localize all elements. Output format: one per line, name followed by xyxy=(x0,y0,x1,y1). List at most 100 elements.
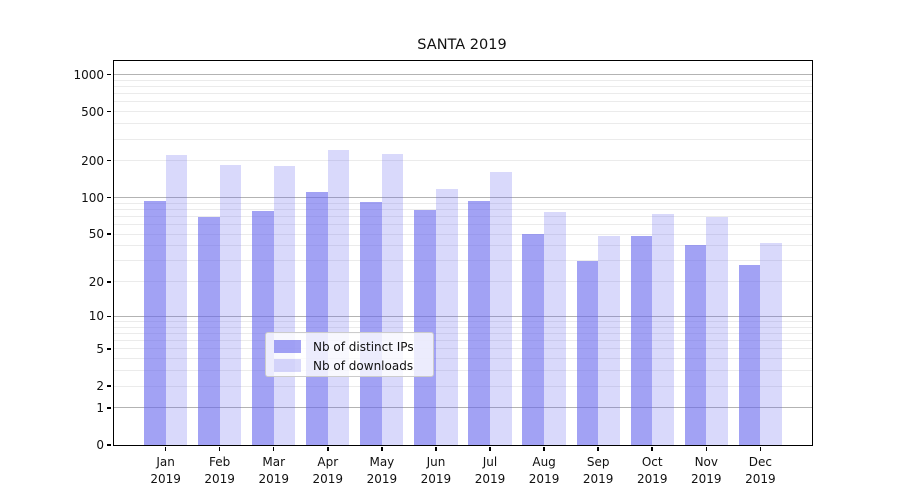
x-tick-label: Nov 2019 xyxy=(691,455,722,486)
y-tick-label: 10 xyxy=(88,309,104,324)
x-tick-label: May 2019 xyxy=(366,455,398,486)
bar-downloads-apr xyxy=(327,149,350,445)
chart-title: SANTA 2019 xyxy=(417,37,507,53)
bar-distinct-ips-feb xyxy=(198,216,220,445)
y-tick-label: 1 xyxy=(96,400,104,415)
bar-downloads-feb xyxy=(219,165,242,445)
gridline-minor xyxy=(114,370,812,372)
legend-label-downloads: Nb of downloads xyxy=(313,358,414,373)
bar-downloads-mar xyxy=(273,165,296,445)
x-tick-label: Jan 2019 xyxy=(150,455,181,486)
y-tick xyxy=(107,110,111,113)
x-tick xyxy=(759,446,762,451)
bar-downloads-aug xyxy=(544,212,566,445)
bar-distinct-ips-apr xyxy=(306,191,328,445)
gridline-minor xyxy=(114,358,812,360)
gridline-minor xyxy=(114,138,812,140)
legend-swatch-downloads xyxy=(274,359,301,372)
x-tick xyxy=(651,446,653,451)
gridline-major xyxy=(114,74,812,76)
legend-label-distinct-ips: Nb of distinct IPs xyxy=(313,339,414,354)
bar-distinct-ips-jun xyxy=(414,210,436,445)
y-tick xyxy=(107,233,111,235)
gridline-minor xyxy=(114,123,812,125)
x-tick xyxy=(272,446,275,451)
x-tick xyxy=(543,446,545,451)
x-tick xyxy=(435,446,437,451)
gridline-minor xyxy=(114,326,812,328)
gridline-minor xyxy=(114,340,812,342)
gridline-minor xyxy=(114,260,812,262)
legend-item-distinct-ips: Nb of distinct IPs xyxy=(274,337,433,356)
bar-downloads-oct xyxy=(652,213,674,445)
gridline-minor xyxy=(114,281,812,283)
bar-downloads-jun xyxy=(435,188,458,445)
bar-downloads-may xyxy=(381,153,404,445)
y-tick-label: 100 xyxy=(81,190,104,205)
x-tick-label: Apr 2019 xyxy=(312,455,344,486)
bar-distinct-ips-nov xyxy=(684,244,707,445)
y-tick-label: 5 xyxy=(96,341,104,356)
gridline-minor xyxy=(114,93,812,95)
x-tick-label: Jun 2019 xyxy=(420,455,452,486)
bar-distinct-ips-oct xyxy=(630,236,653,445)
y-tick-label: 2 xyxy=(96,379,104,394)
bar-downloads-jul xyxy=(490,171,512,445)
y-tick-label: 1000 xyxy=(73,67,104,82)
x-tick xyxy=(489,446,491,451)
gridline-minor xyxy=(114,86,812,88)
gridline-minor xyxy=(114,101,812,103)
gridline-minor xyxy=(114,348,812,350)
y-tick-label: 200 xyxy=(81,153,104,168)
gridline-minor xyxy=(114,321,812,323)
x-tick xyxy=(327,446,329,451)
y-tick xyxy=(107,315,111,318)
x-tick-label: Oct 2019 xyxy=(636,455,668,486)
gridline-major xyxy=(114,197,812,199)
y-tick xyxy=(107,159,111,162)
bar-downloads-dec xyxy=(760,243,782,445)
gridline-minor xyxy=(114,215,812,217)
y-tick xyxy=(107,407,111,409)
y-tick-label: 0 xyxy=(96,438,104,452)
bar-distinct-ips-mar xyxy=(252,211,274,445)
x-tick-label: Feb 2019 xyxy=(204,455,235,486)
gridline-minor xyxy=(114,333,812,335)
legend-item-downloads: Nb of downloads xyxy=(274,356,433,375)
bar-distinct-ips-jan xyxy=(144,201,166,445)
y-tick xyxy=(107,281,111,283)
x-tick xyxy=(164,446,167,451)
bar-downloads-sep xyxy=(598,236,620,445)
gridline-major xyxy=(114,407,812,409)
y-tick xyxy=(107,444,111,446)
y-tick-label: 50 xyxy=(88,227,104,242)
gridline-minor xyxy=(114,245,812,247)
bar-downloads-jan xyxy=(165,155,188,445)
x-tick xyxy=(381,446,383,451)
bar-distinct-ips-jul xyxy=(468,201,490,445)
x-tick xyxy=(218,446,221,451)
bar-distinct-ips-may xyxy=(360,202,382,445)
bar-distinct-ips-aug xyxy=(522,234,545,445)
gridline-major xyxy=(114,315,812,317)
x-tick xyxy=(597,446,599,451)
gridline-minor xyxy=(114,79,812,81)
bar-distinct-ips-sep xyxy=(576,260,599,445)
gridline-minor xyxy=(114,202,812,204)
gridline-minor xyxy=(114,233,812,235)
y-tick-label: 20 xyxy=(88,274,104,289)
x-tick-label: Dec 2019 xyxy=(745,455,776,486)
bar-downloads-nov xyxy=(706,216,728,445)
y-tick-label: 500 xyxy=(81,104,104,119)
x-tick-label: Aug 2019 xyxy=(528,455,560,486)
x-tick-label: Mar 2019 xyxy=(258,455,289,486)
y-tick xyxy=(107,385,111,387)
bar-distinct-ips-dec xyxy=(738,264,761,445)
gridline-minor xyxy=(114,160,812,162)
legend-swatch-distinct-ips xyxy=(274,340,301,353)
x-tick-label: Jul 2019 xyxy=(474,455,506,486)
x-tick-label: Sep 2019 xyxy=(582,455,614,486)
y-tick xyxy=(107,73,111,76)
plot-area: 0 1 2 5 10 20 50 100 200 500 1000 Jan 2019 Feb 2019 M… xyxy=(73,60,813,486)
